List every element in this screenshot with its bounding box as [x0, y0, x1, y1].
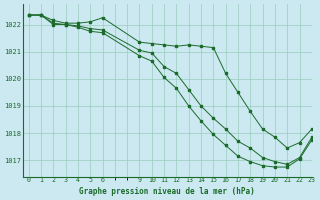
X-axis label: Graphe pression niveau de la mer (hPa): Graphe pression niveau de la mer (hPa): [79, 187, 255, 196]
